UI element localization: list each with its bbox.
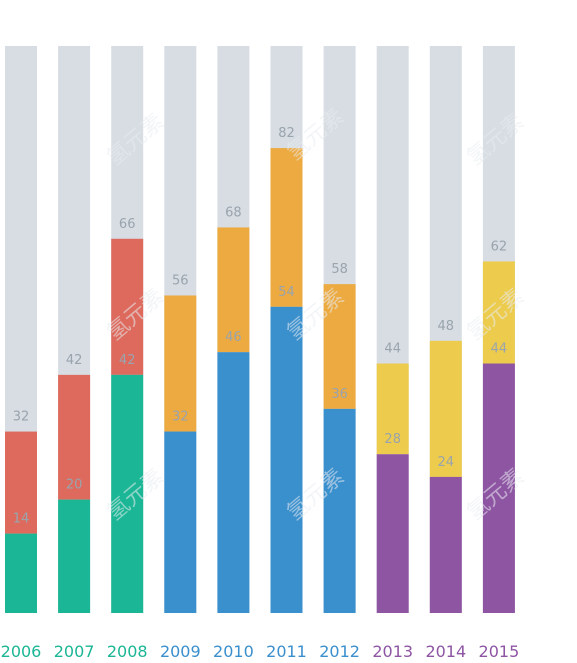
data-label-bottom: 46 bbox=[225, 330, 242, 345]
year-tick-label: 2008 bbox=[107, 642, 148, 659]
year-tick-label: 2014 bbox=[425, 642, 466, 659]
data-label-top: 66 bbox=[119, 217, 136, 232]
bar-segment-bottom bbox=[164, 431, 197, 613]
bar-segment-top bbox=[164, 295, 197, 432]
bar-segment-bottom bbox=[111, 374, 144, 613]
data-label-bottom: 20 bbox=[66, 478, 83, 493]
bar-segment-top bbox=[270, 148, 303, 307]
bar-segment-bottom bbox=[429, 476, 462, 613]
year-tick-label: 2012 bbox=[319, 642, 360, 659]
data-label-top: 62 bbox=[491, 239, 508, 254]
year-tick-label: 2013 bbox=[372, 642, 413, 659]
data-label-top: 82 bbox=[278, 126, 295, 141]
bar-segment-bottom bbox=[217, 352, 250, 613]
data-label-top: 68 bbox=[225, 205, 242, 220]
bar-segment-bottom bbox=[376, 454, 409, 613]
data-label-top: 42 bbox=[66, 353, 83, 368]
data-label-top: 44 bbox=[384, 342, 401, 357]
year-tick-label: 2006 bbox=[1, 642, 42, 659]
data-label-bottom: 14 bbox=[13, 512, 30, 527]
bar-segment-top bbox=[429, 340, 462, 477]
data-label-top: 32 bbox=[13, 410, 30, 425]
data-label-top: 48 bbox=[438, 319, 455, 334]
bar-segment-top bbox=[323, 284, 356, 409]
bar-segment-top bbox=[58, 374, 91, 500]
bar-segment-bottom bbox=[482, 363, 515, 613]
bar-segment-top bbox=[217, 227, 250, 353]
year-tick-label: 2007 bbox=[54, 642, 95, 659]
year-tick-label: 2010 bbox=[213, 642, 254, 659]
bar-segment-top bbox=[482, 261, 515, 364]
data-label-bottom: 36 bbox=[331, 387, 348, 402]
bar-segment-top bbox=[376, 363, 409, 455]
bar-segment-top bbox=[111, 238, 144, 375]
year-tick-label: 2015 bbox=[479, 642, 520, 659]
data-label-bottom: 32 bbox=[172, 410, 189, 425]
year-tick-label: 2011 bbox=[266, 642, 307, 659]
data-label-bottom: 54 bbox=[278, 285, 295, 300]
data-label-bottom: 42 bbox=[119, 353, 136, 368]
bar-segment-bottom bbox=[323, 408, 356, 613]
bar-segment-top bbox=[5, 431, 37, 534]
bar-segment-bottom bbox=[270, 306, 303, 613]
data-label-top: 56 bbox=[172, 273, 189, 288]
data-label-top: 58 bbox=[331, 262, 348, 277]
bar-segment-bottom bbox=[58, 499, 91, 613]
data-label-bottom: 44 bbox=[491, 342, 508, 357]
bar-segment-bottom bbox=[5, 533, 37, 613]
data-label-bottom: 28 bbox=[384, 432, 401, 447]
data-label-bottom: 24 bbox=[438, 455, 455, 470]
year-tick-label: 2009 bbox=[160, 642, 201, 659]
